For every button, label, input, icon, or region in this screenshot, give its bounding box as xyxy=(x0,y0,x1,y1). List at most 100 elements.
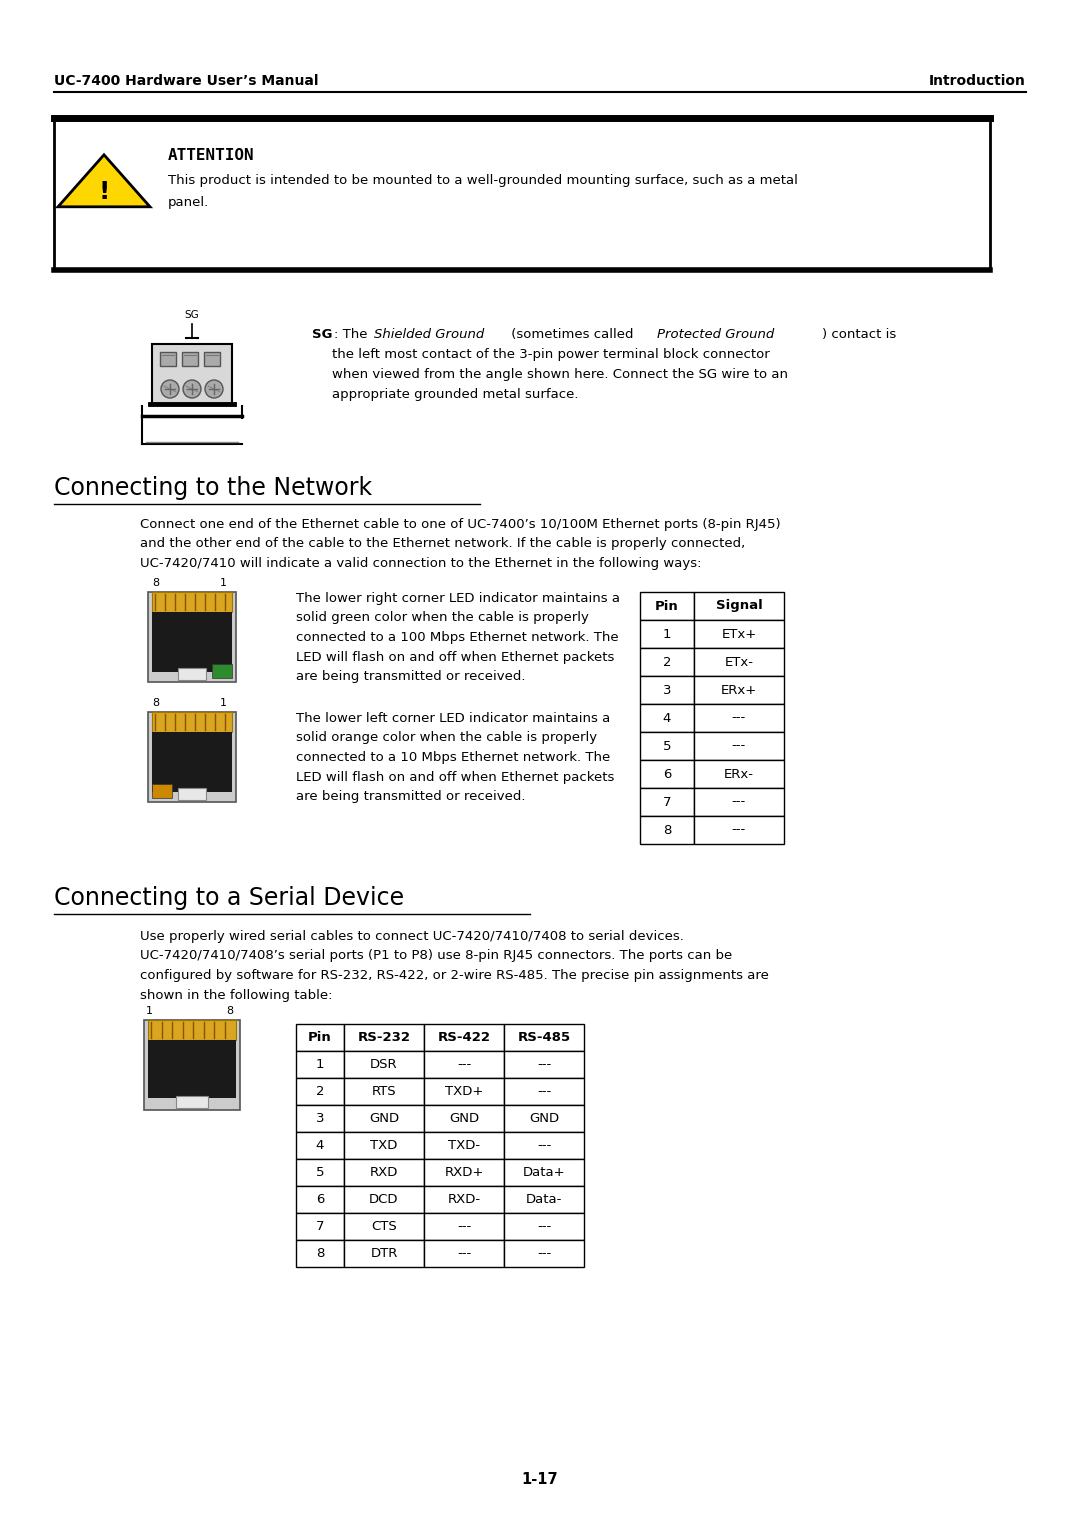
Text: ---: --- xyxy=(732,796,746,808)
Text: 1: 1 xyxy=(315,1058,324,1070)
FancyBboxPatch shape xyxy=(345,1186,424,1212)
Text: when viewed from the angle shown here. Connect the SG wire to an: when viewed from the angle shown here. C… xyxy=(332,368,788,382)
FancyBboxPatch shape xyxy=(144,1020,240,1110)
Text: GND: GND xyxy=(449,1112,480,1125)
FancyBboxPatch shape xyxy=(424,1159,504,1186)
Text: CTS: CTS xyxy=(372,1220,396,1232)
FancyBboxPatch shape xyxy=(296,1186,345,1212)
Text: 6: 6 xyxy=(315,1193,324,1206)
Text: Data+: Data+ xyxy=(523,1167,565,1179)
Text: ---: --- xyxy=(732,823,746,837)
FancyBboxPatch shape xyxy=(148,712,237,802)
Text: appropriate grounded metal surface.: appropriate grounded metal surface. xyxy=(332,388,579,402)
FancyBboxPatch shape xyxy=(212,664,232,678)
Text: ETx+: ETx+ xyxy=(721,628,757,640)
Text: 7: 7 xyxy=(663,796,672,808)
FancyBboxPatch shape xyxy=(424,1240,504,1267)
FancyBboxPatch shape xyxy=(296,1132,345,1159)
FancyBboxPatch shape xyxy=(640,788,694,815)
FancyBboxPatch shape xyxy=(640,815,694,844)
Text: RXD+: RXD+ xyxy=(444,1167,484,1179)
FancyBboxPatch shape xyxy=(152,344,232,405)
FancyBboxPatch shape xyxy=(148,592,237,683)
FancyBboxPatch shape xyxy=(176,1096,208,1109)
Text: ERx+: ERx+ xyxy=(720,684,757,696)
FancyBboxPatch shape xyxy=(345,1132,424,1159)
Text: ---: --- xyxy=(457,1058,471,1070)
Text: ---: --- xyxy=(457,1248,471,1260)
FancyBboxPatch shape xyxy=(204,353,220,366)
Text: ---: --- xyxy=(537,1220,551,1232)
Text: 7: 7 xyxy=(315,1220,324,1232)
FancyBboxPatch shape xyxy=(504,1212,584,1240)
Text: SG: SG xyxy=(312,328,333,341)
FancyBboxPatch shape xyxy=(640,676,694,704)
Text: 1-17: 1-17 xyxy=(522,1472,558,1487)
Text: The lower left corner LED indicator maintains a
solid orange color when the cabl: The lower left corner LED indicator main… xyxy=(296,712,615,803)
Text: Protected Ground: Protected Ground xyxy=(657,328,774,341)
Text: The lower right corner LED indicator maintains a
solid green color when the cabl: The lower right corner LED indicator mai… xyxy=(296,592,620,683)
FancyBboxPatch shape xyxy=(152,592,232,612)
FancyBboxPatch shape xyxy=(296,1025,345,1051)
FancyBboxPatch shape xyxy=(504,1240,584,1267)
FancyBboxPatch shape xyxy=(640,731,694,760)
FancyBboxPatch shape xyxy=(345,1051,424,1078)
FancyBboxPatch shape xyxy=(152,783,172,799)
FancyBboxPatch shape xyxy=(424,1212,504,1240)
FancyBboxPatch shape xyxy=(504,1051,584,1078)
FancyBboxPatch shape xyxy=(160,353,176,366)
FancyBboxPatch shape xyxy=(148,1020,237,1040)
FancyBboxPatch shape xyxy=(296,1212,345,1240)
Text: ---: --- xyxy=(537,1086,551,1098)
Circle shape xyxy=(161,380,179,399)
FancyBboxPatch shape xyxy=(504,1106,584,1132)
Text: DCD: DCD xyxy=(369,1193,399,1206)
Text: Pin: Pin xyxy=(308,1031,332,1044)
FancyBboxPatch shape xyxy=(345,1078,424,1106)
Polygon shape xyxy=(58,154,150,206)
Circle shape xyxy=(205,380,222,399)
FancyBboxPatch shape xyxy=(178,667,206,680)
Text: ATTENTION: ATTENTION xyxy=(168,148,255,163)
Text: RS-485: RS-485 xyxy=(517,1031,570,1044)
FancyBboxPatch shape xyxy=(296,1051,345,1078)
FancyBboxPatch shape xyxy=(694,676,784,704)
FancyBboxPatch shape xyxy=(152,712,232,731)
FancyBboxPatch shape xyxy=(424,1106,504,1132)
FancyBboxPatch shape xyxy=(424,1025,504,1051)
Text: 4: 4 xyxy=(315,1139,324,1151)
Text: Connecting to the Network: Connecting to the Network xyxy=(54,476,373,499)
Text: ) contact is: ) contact is xyxy=(822,328,896,341)
Text: ---: --- xyxy=(457,1220,471,1232)
FancyBboxPatch shape xyxy=(345,1025,424,1051)
Text: GND: GND xyxy=(529,1112,559,1125)
Text: Shielded Ground: Shielded Ground xyxy=(374,328,484,341)
Text: Pin: Pin xyxy=(656,600,679,612)
Text: 8: 8 xyxy=(663,823,671,837)
FancyBboxPatch shape xyxy=(148,1040,237,1098)
Text: : The: : The xyxy=(334,328,372,341)
FancyBboxPatch shape xyxy=(345,1212,424,1240)
FancyBboxPatch shape xyxy=(504,1025,584,1051)
Text: 3: 3 xyxy=(315,1112,324,1125)
FancyBboxPatch shape xyxy=(694,620,784,647)
FancyBboxPatch shape xyxy=(345,1159,424,1186)
FancyBboxPatch shape xyxy=(178,788,206,800)
FancyBboxPatch shape xyxy=(54,118,990,270)
FancyBboxPatch shape xyxy=(640,704,694,731)
Text: 5: 5 xyxy=(315,1167,324,1179)
Text: This product is intended to be mounted to a well-grounded mounting surface, such: This product is intended to be mounted t… xyxy=(168,174,798,186)
Text: Data-: Data- xyxy=(526,1193,563,1206)
Text: ---: --- xyxy=(537,1058,551,1070)
FancyBboxPatch shape xyxy=(152,612,232,672)
FancyBboxPatch shape xyxy=(345,1106,424,1132)
FancyBboxPatch shape xyxy=(694,704,784,731)
FancyBboxPatch shape xyxy=(345,1240,424,1267)
Text: RXD: RXD xyxy=(369,1167,399,1179)
FancyBboxPatch shape xyxy=(504,1159,584,1186)
FancyBboxPatch shape xyxy=(640,620,694,647)
Text: Connect one end of the Ethernet cable to one of UC-7400’s 10/100M Ethernet ports: Connect one end of the Ethernet cable to… xyxy=(140,518,781,570)
FancyBboxPatch shape xyxy=(424,1186,504,1212)
Text: (sometimes called: (sometimes called xyxy=(507,328,638,341)
FancyBboxPatch shape xyxy=(504,1132,584,1159)
